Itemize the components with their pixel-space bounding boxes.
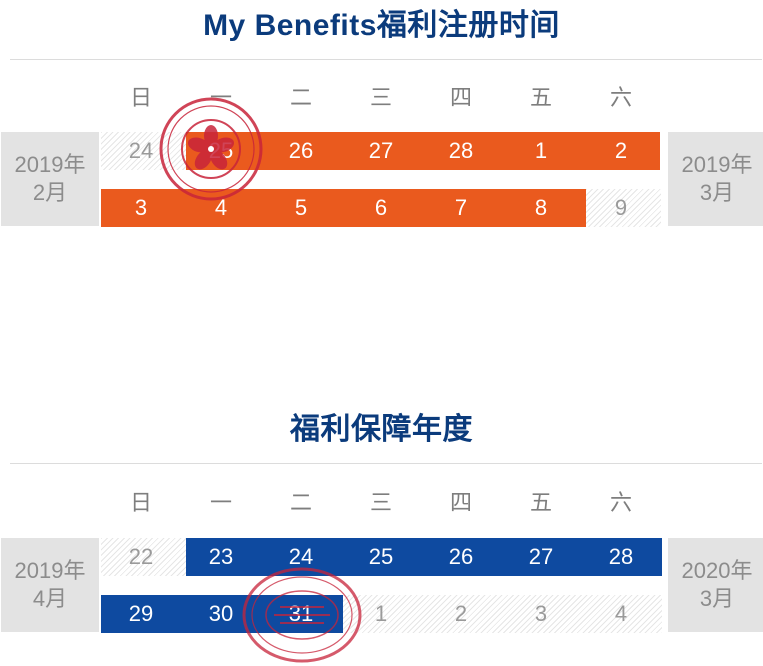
calendar-day: 3 xyxy=(134,195,148,220)
enrollment-period-title: My Benefits福利注册时间 xyxy=(203,9,560,42)
start-month-label: 2019年 2月 xyxy=(1,132,99,226)
end-month-label: 2019年 3月 xyxy=(668,132,763,226)
calendar-day: 27 xyxy=(368,138,394,163)
weekday-fri: 五 xyxy=(529,490,552,515)
calendar-day: 1 xyxy=(374,601,388,626)
weekday-sun: 日 xyxy=(129,85,152,110)
end-month-label: 2020年 3月 xyxy=(668,538,763,632)
calendar-day: 28 xyxy=(448,138,474,163)
weekday-sat: 六 xyxy=(609,490,632,515)
calendar-day: 27 xyxy=(528,544,554,569)
end-month: 3月 xyxy=(699,586,735,611)
calendar-day: 3 xyxy=(534,601,548,626)
calendar-day: 2 xyxy=(614,138,628,163)
calendar-day: 25 xyxy=(368,544,394,569)
calendar-day: 25 xyxy=(208,138,234,163)
calendar-day: 5 xyxy=(294,195,308,220)
end-year: 2020年 xyxy=(681,558,753,583)
calendar-day: 6 xyxy=(374,195,388,220)
divider xyxy=(10,463,762,464)
calendar-day: 22 xyxy=(128,544,154,569)
calendar-day: 24 xyxy=(128,138,154,163)
start-month: 2月 xyxy=(32,180,68,205)
calendar-day: 30 xyxy=(208,601,234,626)
calendar-day: 8 xyxy=(534,195,548,220)
start-year: 2019年 xyxy=(14,152,86,177)
start-year: 2019年 xyxy=(14,558,86,583)
start-month: 4月 xyxy=(32,586,68,611)
weekday-fri: 五 xyxy=(529,85,552,110)
calendar-day: 4 xyxy=(614,601,628,626)
calendar-day: 29 xyxy=(128,601,154,626)
calendar-day: 2 xyxy=(454,601,468,626)
weekday-mon: 一 xyxy=(209,490,232,515)
calendar-day: 1 xyxy=(534,138,548,163)
calendar-day: 31 xyxy=(288,601,314,626)
calendar-day: 23 xyxy=(208,544,234,569)
calendar-day: 28 xyxy=(608,544,634,569)
weekday-wed: 三 xyxy=(369,490,392,515)
weekday-thu: 四 xyxy=(449,490,472,515)
calendar-day: 4 xyxy=(214,195,228,220)
weekday-sun: 日 xyxy=(129,490,152,515)
calendar-day: 9 xyxy=(614,195,628,220)
weekday-wed: 三 xyxy=(369,85,392,110)
calendar-day: 7 xyxy=(454,195,468,220)
calendar-day: 24 xyxy=(288,544,314,569)
calendar-day: 26 xyxy=(288,138,314,163)
inactive-day-background xyxy=(101,538,191,576)
divider xyxy=(10,59,762,60)
inactive-day-background xyxy=(343,595,662,633)
calendar-day: 26 xyxy=(448,544,474,569)
weekday-sat: 六 xyxy=(609,85,632,110)
enrollment-bar-week1 xyxy=(186,132,660,170)
inactive-day-background xyxy=(586,189,661,227)
weekday-thu: 四 xyxy=(449,85,472,110)
end-month: 3月 xyxy=(699,180,735,205)
weekday-tue: 二 xyxy=(289,85,312,110)
benefit-year-title: 福利保障年度 xyxy=(290,413,473,446)
end-year: 2019年 xyxy=(681,152,753,177)
weekday-mon: 一 xyxy=(209,85,232,110)
start-month-label: 2019年 4月 xyxy=(1,538,99,632)
weekday-tue: 二 xyxy=(289,490,312,515)
